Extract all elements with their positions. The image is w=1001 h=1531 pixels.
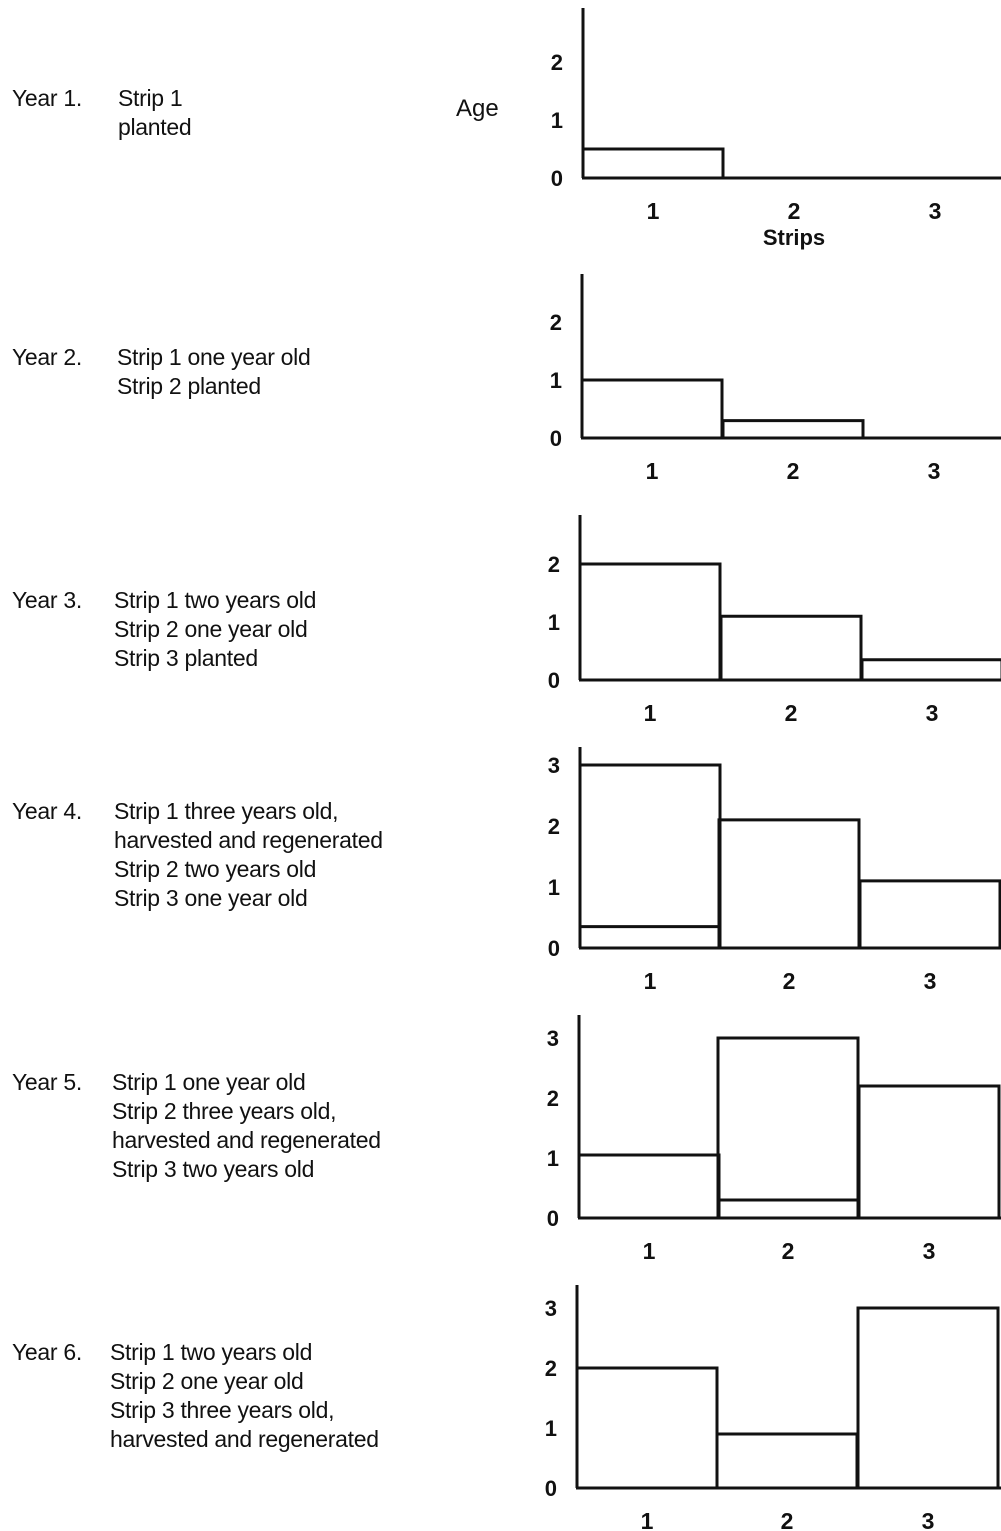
bar-strip-3 xyxy=(860,658,1001,680)
description-line: harvested and regenerated xyxy=(110,1426,379,1452)
description-line: Strip 1 two years old xyxy=(110,1339,313,1365)
year-title: Year 1. xyxy=(12,85,82,111)
x-tick-label: 1 xyxy=(646,458,659,484)
year-title: Year 4. xyxy=(12,798,82,824)
bar-strip-1 xyxy=(578,562,722,680)
bar-strip-3 xyxy=(858,879,1001,948)
chart-year-6: 0 1 2 3 1 2 3 xyxy=(545,1285,1001,1531)
y-tick-label: 1 xyxy=(550,368,562,393)
x-tick-label: 2 xyxy=(783,968,796,994)
y-tick-label: 1 xyxy=(545,1416,557,1441)
description-line: Strip 3 one year old xyxy=(114,885,308,911)
y-tick-label: 2 xyxy=(545,1356,557,1381)
year-description: Strip 1 two years old Strip 2 one year ol… xyxy=(110,1338,379,1454)
y-tick-label: 1 xyxy=(548,610,560,635)
bar-strip-1 xyxy=(577,1153,721,1218)
y-tick-label: 0 xyxy=(550,426,562,451)
y-tick-label: 0 xyxy=(548,668,560,693)
y-tick-label: 1 xyxy=(551,108,563,133)
x-tick-label: 1 xyxy=(647,198,660,224)
bar-strip-2 xyxy=(716,1036,860,1218)
x-tick-label: 2 xyxy=(788,198,801,224)
description-line: harvested and regenerated xyxy=(114,827,383,853)
chart-year-4: 0 1 2 3 1 2 3 xyxy=(548,747,1001,994)
bar-strip-1 xyxy=(580,378,724,438)
bar-strip-2 xyxy=(721,419,865,438)
x-tick-label: 3 xyxy=(926,700,939,726)
y-tick-label: 3 xyxy=(548,753,560,778)
year-title: Year 3. xyxy=(12,587,82,613)
bar-strip-3 xyxy=(856,1306,1000,1488)
y-tick-label: 2 xyxy=(548,552,560,577)
chart-year-2: 0 1 2 1 2 3 xyxy=(550,274,1001,484)
bar-strip-2 xyxy=(719,614,863,680)
description-line: Strip 2 planted xyxy=(117,373,261,399)
bar-strip-1 xyxy=(578,763,722,948)
y-tick-label: 2 xyxy=(550,310,562,335)
x-tick-label: 2 xyxy=(787,458,800,484)
y-tick-label: 2 xyxy=(547,1086,559,1111)
year-description: Strip 1 three years old, harvested and re… xyxy=(114,797,383,913)
chart-year-5: 0 1 2 3 1 2 3 xyxy=(547,1015,1001,1264)
y-tick-label: 2 xyxy=(551,50,563,75)
x-tick-label: 3 xyxy=(928,458,941,484)
x-tick-label: 2 xyxy=(785,700,798,726)
chart-year-1: 0 1 2 1 2 3 Strips xyxy=(551,8,1001,250)
chart-year-3: 0 1 2 1 2 3 xyxy=(548,515,1001,726)
y-axis-label: Age xyxy=(456,95,499,122)
description-line: Strip 2 two years old xyxy=(114,856,317,882)
description-line: Strip 3 planted xyxy=(114,645,258,671)
year-title: Year 6. xyxy=(12,1339,82,1365)
year-description: Strip 1 one year old Strip 2 three years … xyxy=(112,1068,381,1184)
y-tick-label: 0 xyxy=(548,936,560,961)
bar-strip-2 xyxy=(715,1432,859,1488)
x-tick-label: 3 xyxy=(929,198,942,224)
x-tick-label: 3 xyxy=(922,1508,935,1531)
year-description: Strip 1 two years old Strip 2 one year ol… xyxy=(114,586,316,673)
description-line: Strip 2 three years old, xyxy=(112,1098,337,1124)
year-title: Year 2. xyxy=(12,344,82,370)
y-tick-label: 2 xyxy=(548,814,560,839)
x-tick-label: 2 xyxy=(781,1508,794,1531)
description-line: Strip 2 one year old xyxy=(110,1368,304,1394)
year-title: Year 5. xyxy=(12,1069,82,1095)
description-line: harvested and regenerated xyxy=(112,1127,381,1153)
description-line: Strip 3 two years old xyxy=(112,1156,315,1182)
x-tick-label: 3 xyxy=(924,968,937,994)
x-tick-label: 1 xyxy=(644,968,657,994)
y-tick-label: 1 xyxy=(547,1146,559,1171)
y-tick-label: 0 xyxy=(547,1206,559,1231)
x-tick-label: 1 xyxy=(643,1238,656,1264)
bar-strip-3 xyxy=(857,1084,1001,1218)
description-line: planted xyxy=(118,114,192,140)
x-tick-label: 3 xyxy=(923,1238,936,1264)
y-tick-label: 0 xyxy=(551,166,563,191)
year-description: Strip 1 planted xyxy=(118,84,192,142)
x-tick-label: 1 xyxy=(644,700,657,726)
description-line: Strip 1 xyxy=(118,85,183,111)
description-line: Strip 1 one year old xyxy=(117,344,311,370)
description-line: Strip 1 one year old xyxy=(112,1069,306,1095)
x-tick-label: 2 xyxy=(782,1238,795,1264)
y-tick-label: 0 xyxy=(545,1476,557,1501)
bar-strip-1 xyxy=(581,147,725,178)
bar-strip-1 xyxy=(575,1366,719,1488)
description-line: Strip 1 three years old, xyxy=(114,798,339,824)
description-line: Strip 1 two years old xyxy=(114,587,317,613)
y-tick-label: 1 xyxy=(548,875,560,900)
description-line: Strip 3 three years old, xyxy=(110,1397,335,1423)
bar-strip-2 xyxy=(717,818,861,948)
y-tick-label: 3 xyxy=(547,1026,559,1051)
description-line: Strip 2 one year old xyxy=(114,616,308,642)
x-tick-label: 1 xyxy=(641,1508,654,1531)
year-description: Strip 1 one year old Strip 2 planted xyxy=(117,343,311,401)
x-axis-title: Strips xyxy=(763,225,825,250)
y-tick-label: 3 xyxy=(545,1296,557,1321)
